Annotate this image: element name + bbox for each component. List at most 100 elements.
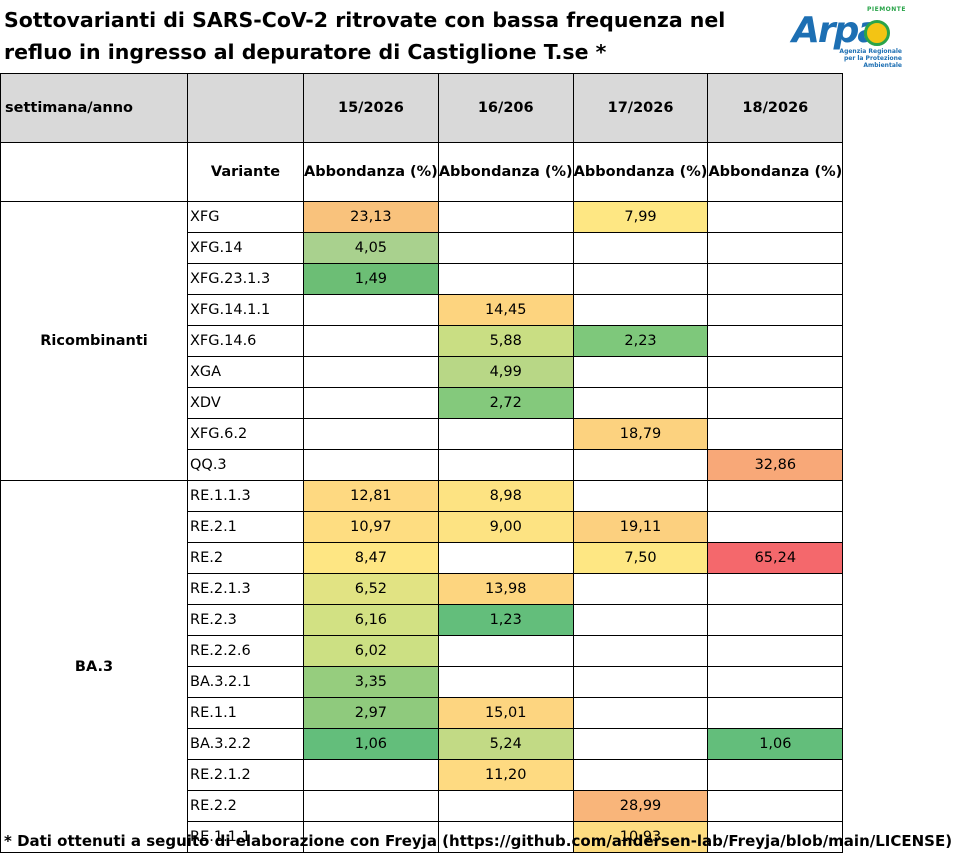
table-row: RE.1.1 2,97 15,01 xyxy=(1,697,844,729)
abundance-cell: 23,13 xyxy=(303,201,439,233)
table-row: XFG.23.1.3 1,49 xyxy=(1,263,844,295)
variant-cell: RE.1.1.3 xyxy=(187,480,304,512)
abundance-cell xyxy=(707,790,844,822)
abundance-cell: 13,98 xyxy=(437,573,574,605)
abundance-cell: 12,81 xyxy=(303,480,439,512)
abundance-cell xyxy=(303,294,439,326)
variant-cell: RE.2 xyxy=(187,542,304,574)
variants-table: settimana/anno 15/2026 16/206 17/2026 18… xyxy=(0,73,844,853)
abundance-cell: 10,97 xyxy=(303,511,439,543)
table-row: RE.2.2 28,99 xyxy=(1,790,844,822)
abundance-cell xyxy=(707,666,844,698)
table-row: XDV 2,72 xyxy=(1,387,844,419)
table-row: BA.3.2.1 3,35 xyxy=(1,666,844,698)
logo-subtitle: Agenzia Regionale per la Protezione Ambi… xyxy=(839,48,902,69)
variant-cell: RE.1.1.1 xyxy=(187,821,304,853)
abundance-cell xyxy=(572,294,709,326)
abundance-header: Abbondanza (%) xyxy=(707,142,844,202)
abundance-cell: 2,97 xyxy=(303,697,439,729)
abundance-cell xyxy=(437,821,574,853)
abundance-cell xyxy=(572,449,709,481)
abundance-cell xyxy=(707,573,844,605)
table-row: XGA 4,99 xyxy=(1,356,844,388)
table-row: XFG.14.6 5,88 2,23 xyxy=(1,325,844,357)
table-row: RE.1.1.1 10,93 xyxy=(1,821,844,853)
variant-cell: RE.1.1 xyxy=(187,697,304,729)
abundance-cell xyxy=(572,759,709,791)
variant-cell: XFG xyxy=(187,201,304,233)
abundance-cell: 5,88 xyxy=(437,325,574,357)
abundance-cell xyxy=(707,263,844,295)
abundance-cell: 9,00 xyxy=(437,511,574,543)
empty-header-cell xyxy=(187,73,304,143)
abundance-cell: 1,49 xyxy=(303,263,439,295)
abundance-cell xyxy=(707,232,844,264)
abundance-cell: 65,24 xyxy=(707,542,844,574)
abundance-cell: 1,23 xyxy=(437,604,574,636)
abundance-cell: 7,50 xyxy=(572,542,709,574)
variant-cell: XFG.23.1.3 xyxy=(187,263,304,295)
variant-cell: XFG.14 xyxy=(187,232,304,264)
abundance-cell: 28,99 xyxy=(572,790,709,822)
abundance-cell: 1,06 xyxy=(707,728,844,760)
abundance-cell xyxy=(572,387,709,419)
abundance-cell xyxy=(572,604,709,636)
abundance-cell: 2,23 xyxy=(572,325,709,357)
abundance-cell xyxy=(572,666,709,698)
abundance-cell: 6,02 xyxy=(303,635,439,667)
abundance-header: Abbondanza (%) xyxy=(572,142,709,202)
abundance-cell xyxy=(707,697,844,729)
abundance-cell xyxy=(572,635,709,667)
variant-cell: BA.3.2.2 xyxy=(187,728,304,760)
abundance-cell xyxy=(437,542,574,574)
table-body: settimana/anno 15/2026 16/206 17/2026 18… xyxy=(0,73,844,853)
variant-cell: XFG.14.1.1 xyxy=(187,294,304,326)
logo-sun-icon xyxy=(864,20,890,46)
table-row: XFG.6.2 18,79 xyxy=(1,418,844,450)
logo-region: PIEMONTE xyxy=(866,6,906,13)
abundance-cell xyxy=(572,232,709,264)
table-row: RE.2.1 10,97 9,00 19,11 xyxy=(1,511,844,543)
abundance-cell: 32,86 xyxy=(707,449,844,481)
abundance-cell xyxy=(707,635,844,667)
abundance-cell xyxy=(707,418,844,450)
abundance-cell: 6,52 xyxy=(303,573,439,605)
table-row: RE.2.1.3 6,52 13,98 xyxy=(1,573,844,605)
abundance-cell xyxy=(572,480,709,512)
abundance-cell: 14,45 xyxy=(437,294,574,326)
week-header: 18/2026 xyxy=(707,73,844,143)
abundance-cell: 7,99 xyxy=(572,201,709,233)
variant-cell: RE.2.1.3 xyxy=(187,573,304,605)
group-label: BA.3 xyxy=(0,480,188,853)
variant-cell: RE.2.1.2 xyxy=(187,759,304,791)
abundance-cell xyxy=(303,790,439,822)
week-year-header: settimana/anno xyxy=(0,73,188,143)
abundance-cell xyxy=(437,232,574,264)
week-header: 15/2026 xyxy=(303,73,439,143)
table-row: BA.3 RE.1.1.3 12,81 8,98 xyxy=(0,480,844,853)
table-row: BA.3.2.2 1,06 5,24 1,06 xyxy=(1,728,844,760)
table-row: RE.2 8,47 7,50 65,24 xyxy=(1,542,844,574)
abundance-cell xyxy=(707,759,844,791)
abundance-cell xyxy=(572,697,709,729)
variant-cell: RE.2.2 xyxy=(187,790,304,822)
subheader-row: Variante Abbondanza (%) Abbondanza (%) A… xyxy=(0,142,844,202)
abundance-cell xyxy=(303,418,439,450)
table-row: Ricombinanti XFG 23,13 7,99 xyxy=(0,201,844,481)
abundance-cell xyxy=(707,201,844,233)
variant-cell: RE.2.2.6 xyxy=(187,635,304,667)
variant-cell: XFG.14.6 xyxy=(187,325,304,357)
footnote: * Dati ottenuti a seguito di elaborazion… xyxy=(4,832,953,850)
abundance-cell: 3,35 xyxy=(303,666,439,698)
abundance-cell: 8,47 xyxy=(303,542,439,574)
table-row: RE.2.1.2 11,20 xyxy=(1,759,844,791)
abundance-cell xyxy=(437,635,574,667)
week-header: 16/206 xyxy=(437,73,574,143)
abundance-header: Abbondanza (%) xyxy=(303,142,439,202)
abundance-cell: 10,93 xyxy=(572,821,709,853)
abundance-cell: 11,20 xyxy=(437,759,574,791)
variant-cell: RE.2.3 xyxy=(187,604,304,636)
abundance-cell xyxy=(303,449,439,481)
abundance-cell: 8,98 xyxy=(437,480,574,512)
abundance-cell: 1,06 xyxy=(303,728,439,760)
